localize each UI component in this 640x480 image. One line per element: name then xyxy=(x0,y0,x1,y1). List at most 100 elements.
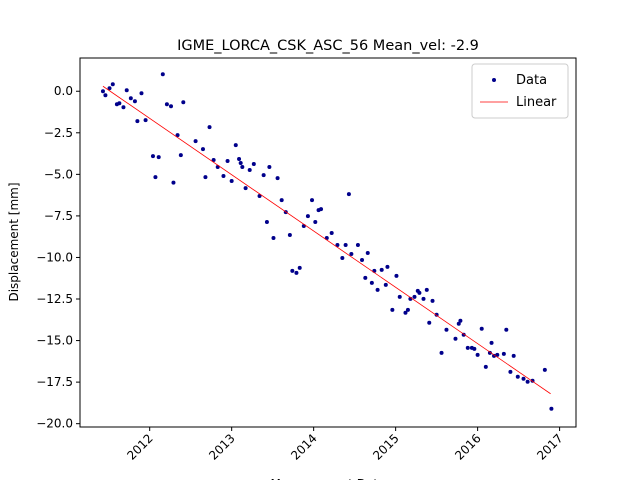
data-point xyxy=(143,118,148,123)
data-point xyxy=(207,125,212,130)
x-tick-label: 2013 xyxy=(206,431,237,462)
data-point xyxy=(267,165,272,170)
data-point xyxy=(369,280,374,285)
data-point xyxy=(110,82,115,87)
data-point xyxy=(375,287,380,292)
data-point xyxy=(160,72,165,77)
data-point xyxy=(178,153,183,158)
data-point xyxy=(427,320,432,325)
data-point xyxy=(275,176,280,181)
data-point xyxy=(405,307,410,312)
data-point xyxy=(233,143,238,148)
data-point xyxy=(355,242,360,247)
y-tick-label: −10.0 xyxy=(36,250,73,264)
y-tick-label: −7.5 xyxy=(44,209,73,223)
data-point xyxy=(335,242,340,247)
data-point xyxy=(238,161,243,166)
legend-label: Linear xyxy=(516,95,557,110)
data-point xyxy=(501,351,506,356)
data-point xyxy=(340,255,345,260)
data-point xyxy=(365,250,370,255)
data-point xyxy=(261,173,266,178)
data-point xyxy=(489,340,494,345)
data-point xyxy=(444,327,449,332)
data-point xyxy=(164,102,169,107)
data-point xyxy=(329,231,334,236)
x-axis-label: Measurement Date xyxy=(271,477,386,480)
data-point xyxy=(453,336,458,341)
data-point xyxy=(294,270,299,275)
data-point xyxy=(193,139,198,144)
chart-title: IGME_LORCA_CSK_ASC_56 Mean_vel: -2.9 xyxy=(177,38,479,54)
data-point xyxy=(264,220,269,225)
data-point xyxy=(107,86,112,91)
x-tick-label: 2016 xyxy=(452,431,483,462)
data-point xyxy=(100,89,105,94)
data-point xyxy=(504,327,509,332)
y-tick-label: −15.0 xyxy=(36,334,73,348)
data-point xyxy=(397,294,402,299)
data-point xyxy=(458,318,463,323)
data-point xyxy=(150,154,155,159)
data-point xyxy=(379,267,384,272)
data-point xyxy=(521,376,526,381)
data-point xyxy=(240,165,245,170)
data-point xyxy=(549,406,554,411)
data-point xyxy=(542,367,547,372)
data-point xyxy=(247,168,252,173)
data-point xyxy=(515,374,520,379)
data-point xyxy=(403,310,408,315)
data-point xyxy=(475,352,480,357)
data-point xyxy=(237,157,242,162)
data-point xyxy=(211,158,216,163)
data-point xyxy=(175,133,180,138)
y-tick-label: −5.0 xyxy=(44,167,73,181)
y-tick-label: −20.0 xyxy=(36,417,73,431)
data-point xyxy=(525,379,530,384)
data-point xyxy=(117,101,122,106)
data-point xyxy=(424,287,429,292)
data-point xyxy=(181,100,186,105)
x-tick-label: 2015 xyxy=(370,431,401,462)
data-point xyxy=(221,174,226,179)
data-point xyxy=(439,350,444,355)
data-point xyxy=(456,321,461,326)
data-point xyxy=(203,175,208,180)
data-point xyxy=(287,233,292,238)
data-point xyxy=(139,91,144,96)
data-point xyxy=(343,242,348,247)
data-point xyxy=(394,273,399,278)
trend-line xyxy=(102,85,551,395)
data-point xyxy=(243,186,248,191)
data-point xyxy=(383,282,388,287)
data-point xyxy=(171,180,176,185)
data-point xyxy=(121,105,126,110)
data-point xyxy=(421,296,426,301)
legend-label: Data xyxy=(516,73,547,88)
data-point xyxy=(128,96,133,101)
data-point xyxy=(346,192,351,197)
data-point xyxy=(156,155,161,160)
data-point xyxy=(472,346,477,351)
data-point xyxy=(319,207,324,212)
data-point xyxy=(271,236,276,241)
data-point xyxy=(310,198,315,203)
y-tick-label: −12.5 xyxy=(36,292,73,306)
x-tick-label: 2014 xyxy=(288,431,319,462)
data-point xyxy=(360,257,365,262)
data-point xyxy=(153,175,158,180)
data-point xyxy=(305,214,310,219)
data-point xyxy=(511,353,516,358)
data-point xyxy=(200,147,205,152)
data-point xyxy=(225,159,230,164)
legend: Data Linear xyxy=(471,63,569,119)
data-point xyxy=(169,104,174,109)
y-tick-label: 0.0 xyxy=(54,84,73,98)
data-point xyxy=(483,364,488,369)
data-point xyxy=(229,179,234,183)
data-point xyxy=(385,264,390,269)
y-tick-label: −17.5 xyxy=(36,375,73,389)
data-point xyxy=(390,307,395,312)
data-point xyxy=(135,119,140,124)
